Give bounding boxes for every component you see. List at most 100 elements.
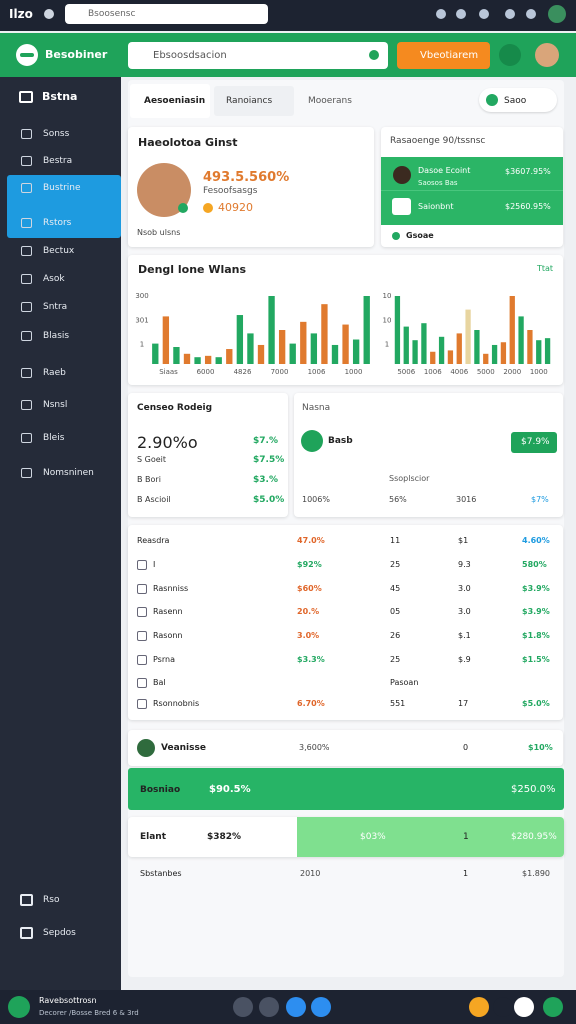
table-cell: $60%	[297, 584, 322, 593]
nav-item[interactable]: Sepdos	[43, 928, 76, 938]
search-box[interactable]	[65, 4, 268, 24]
row-value: $3607.95%	[505, 167, 551, 176]
search-icon	[369, 50, 379, 60]
row-value: 56%	[389, 495, 407, 504]
value: $280.95%	[511, 832, 557, 842]
icon[interactable]	[505, 9, 515, 19]
app-icon	[8, 996, 30, 1018]
value: 1	[463, 832, 469, 842]
table-cell: 25	[390, 560, 401, 569]
profile-label: Fesoofsasgs	[203, 186, 258, 196]
icon[interactable]	[479, 9, 489, 19]
avatar[interactable]	[548, 5, 566, 23]
table-cell: 17	[458, 699, 469, 708]
table-cell: Rasonn	[153, 631, 183, 640]
table-cell: 3.0	[458, 607, 471, 616]
tray-icon[interactable]	[493, 997, 513, 1017]
action-button[interactable]	[397, 42, 490, 69]
stats-card	[294, 393, 563, 517]
table-cell: Bal	[153, 678, 166, 687]
row-icon	[392, 198, 411, 215]
table-cell: $3.3%	[297, 655, 325, 664]
nav-item[interactable]: Nsnsl	[43, 400, 68, 410]
tray-icon[interactable]	[469, 997, 489, 1017]
value: $90.5%	[209, 784, 251, 795]
dock-icon[interactable]	[286, 997, 306, 1017]
row-icon	[137, 699, 147, 709]
row-value: $5.0%	[253, 495, 285, 505]
tab[interactable]: Mooerans	[308, 96, 352, 106]
row-icon	[137, 678, 147, 688]
nav-item[interactable]: Raeb	[43, 368, 66, 378]
table-cell: 45	[390, 584, 401, 593]
card-title: Censeo Rodeig	[137, 403, 213, 413]
value-button[interactable]	[511, 432, 557, 453]
value: $382%	[207, 832, 242, 842]
icon[interactable]	[456, 9, 466, 19]
value: $1.890	[522, 869, 550, 878]
nav-item[interactable]: Rso	[43, 895, 60, 905]
dock-icon[interactable]	[259, 997, 279, 1017]
name: Veanisse	[161, 743, 206, 753]
row-name: Saionbnt	[418, 202, 454, 211]
bottom-sub: Decorer /Bosse Bred 6 & 3rd	[39, 1009, 139, 1017]
tab: Aesoeniasin	[144, 96, 206, 106]
search-text: Bsoosensc	[88, 9, 136, 19]
tray-icon[interactable]	[543, 997, 563, 1017]
table-cell: $5.0%	[522, 699, 550, 708]
nav-item[interactable]: Sonss	[43, 129, 70, 139]
value: 3,600%	[299, 743, 330, 752]
profile-value: 493.5.560%	[203, 170, 290, 185]
value: $10%	[528, 743, 553, 752]
dock-icon[interactable]	[233, 997, 253, 1017]
nav-item[interactable]: Nomsninen	[43, 468, 94, 478]
nav-item[interactable]: Bectux	[43, 246, 75, 256]
icon[interactable]	[436, 9, 446, 19]
filter-icon	[486, 94, 498, 106]
bottom-title: Ravebsottrosn	[39, 996, 97, 1005]
name: Elant	[140, 832, 167, 842]
table-cell: 47.0%	[297, 536, 325, 545]
card-title: Haeolotoa Ginst	[138, 136, 238, 149]
nav-item[interactable]: Blasis	[43, 331, 70, 341]
avatar[interactable]	[535, 43, 559, 67]
table-cell: $.9	[458, 655, 471, 664]
nav-item[interactable]: Bestra	[43, 156, 73, 166]
table-cell: 05	[390, 607, 401, 616]
summary-row	[128, 730, 563, 766]
tab[interactable]	[214, 86, 294, 116]
tab-active[interactable]	[130, 84, 210, 118]
table-cell: 9.3	[458, 560, 471, 569]
coin	[203, 203, 213, 213]
search-box[interactable]	[128, 42, 388, 69]
value: $250.0%	[511, 784, 556, 795]
profile-sub: 40920	[218, 201, 253, 214]
nav-icon	[21, 368, 32, 378]
search-text: Ebsoosdsacion	[153, 50, 227, 61]
row-value: $3.%	[253, 475, 278, 485]
card-footer: Gsoae	[406, 231, 434, 240]
nav-icon	[21, 246, 32, 256]
table-cell: $3.9%	[522, 607, 550, 616]
chart-title: Dengl lone Wlans	[138, 263, 247, 276]
table-cell: Pasoan	[390, 678, 419, 687]
big-value: 2.90%o	[137, 433, 198, 452]
nav-item[interactable]: Bleis	[43, 433, 65, 443]
tray-icon[interactable]	[514, 997, 534, 1017]
nav-item[interactable]: Asok	[43, 274, 65, 284]
table-cell: 3.0%	[297, 631, 320, 640]
green-panel	[381, 157, 563, 225]
value: $03%	[360, 832, 386, 842]
dock-icon[interactable]	[311, 997, 331, 1017]
name: Basb	[328, 436, 353, 446]
nav-item[interactable]: Bustrine	[43, 183, 81, 193]
nav-item[interactable]: Rstors	[43, 218, 72, 228]
nav-item[interactable]: Sntra	[43, 302, 68, 312]
icon-button[interactable]	[499, 44, 521, 66]
stats-card	[128, 393, 288, 517]
table-cell: 551	[390, 699, 406, 708]
icon[interactable]	[526, 9, 536, 19]
table-cell: $1	[458, 536, 469, 545]
table-card	[128, 525, 563, 720]
